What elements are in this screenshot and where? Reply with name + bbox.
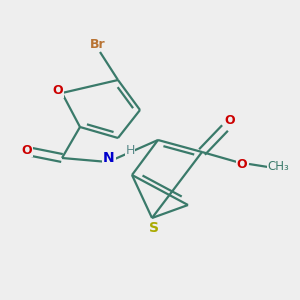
Text: S: S	[149, 221, 159, 235]
Text: O: O	[237, 158, 247, 170]
Text: O: O	[225, 113, 235, 127]
Text: O: O	[22, 143, 32, 157]
Text: CH₃: CH₃	[267, 160, 289, 173]
Text: O: O	[53, 85, 63, 98]
Text: H: H	[125, 143, 135, 157]
Text: N: N	[103, 151, 115, 165]
Text: Br: Br	[90, 38, 106, 50]
